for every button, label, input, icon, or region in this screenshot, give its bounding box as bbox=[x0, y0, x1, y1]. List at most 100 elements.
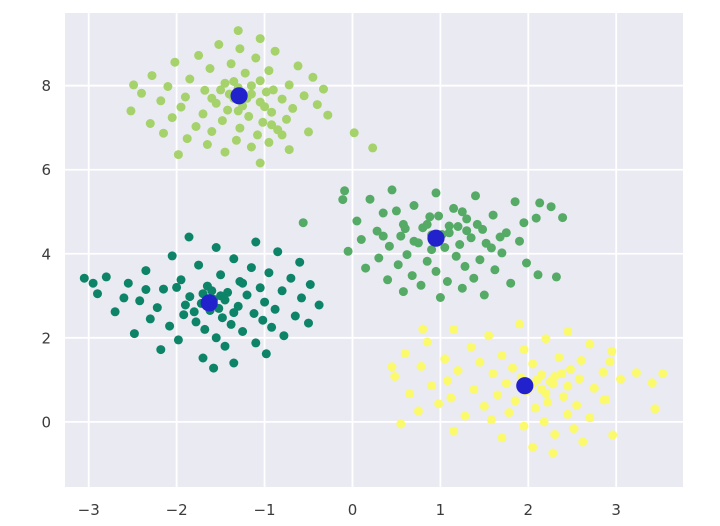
cluster-yellow-point bbox=[390, 372, 400, 381]
cluster-dark-teal-point bbox=[189, 307, 199, 317]
cluster-dark-teal-point bbox=[167, 251, 177, 261]
cluster-light-green-point bbox=[284, 145, 294, 155]
x-tick-label: −3 bbox=[78, 501, 100, 519]
cluster-light-green-point bbox=[147, 71, 157, 81]
cluster-light-green-point bbox=[258, 117, 268, 127]
cluster-dark-teal-point bbox=[198, 353, 208, 363]
cluster-medium-green-point bbox=[453, 222, 463, 231]
cluster-yellow-point bbox=[504, 408, 514, 418]
cluster-light-green-point bbox=[217, 116, 227, 126]
cluster-medium-green-point bbox=[497, 248, 507, 258]
y-tick-label: 8 bbox=[41, 77, 51, 95]
cluster-yellow-point bbox=[497, 351, 507, 360]
cluster-medium-green-point bbox=[374, 253, 384, 263]
cluster-light-green-point bbox=[299, 91, 309, 101]
cluster-medium-green-point bbox=[481, 238, 491, 248]
cluster-medium-green-point bbox=[510, 197, 520, 207]
cluster-medium-green-point bbox=[466, 233, 476, 243]
cluster-medium-green-point bbox=[431, 188, 441, 198]
cluster-medium-green-point bbox=[495, 232, 505, 242]
cluster-dark-teal-point bbox=[165, 321, 175, 331]
cluster-medium-green-point bbox=[551, 272, 561, 282]
cluster-dark-teal-point bbox=[258, 315, 268, 325]
cluster-light-green-point bbox=[284, 80, 294, 90]
cluster-yellow-point bbox=[446, 393, 456, 403]
cluster-medium-green-point bbox=[396, 231, 406, 241]
cluster-dark-teal-point bbox=[255, 283, 265, 293]
cluster-light-green-point bbox=[167, 113, 177, 123]
y-tick-label: 0 bbox=[41, 413, 51, 431]
cluster-yellow-point bbox=[475, 357, 485, 367]
cluster-dark-teal-point bbox=[145, 314, 155, 324]
cluster-dark-teal-point bbox=[267, 322, 277, 332]
cluster-light-green-point bbox=[277, 130, 287, 140]
cluster-yellow-point bbox=[416, 361, 426, 371]
cluster-medium-green-point bbox=[409, 201, 419, 210]
cluster-medium-green-point bbox=[535, 198, 545, 208]
cluster-yellow-point bbox=[578, 437, 588, 447]
cluster-medium-green-point bbox=[422, 256, 432, 266]
cluster-medium-green-point bbox=[338, 195, 348, 205]
cluster-yellow-point bbox=[497, 433, 507, 443]
cluster-medium-green-point bbox=[460, 261, 470, 271]
cluster-dark-teal-point bbox=[179, 310, 189, 320]
cluster-medium-green-point bbox=[425, 212, 435, 222]
cluster-light-green-point bbox=[137, 88, 146, 98]
cluster-dark-teal-point bbox=[119, 293, 129, 303]
cluster-medium-green-point bbox=[506, 278, 516, 288]
cluster-light-green-point bbox=[253, 130, 262, 140]
cluster-yellow-point bbox=[563, 381, 573, 391]
cluster-light-green-point bbox=[233, 26, 243, 36]
cluster-light-green-point bbox=[198, 109, 208, 119]
cluster-light-green-point bbox=[267, 107, 277, 117]
cluster-light-green-point bbox=[205, 64, 215, 73]
cluster-medium-green-point bbox=[488, 210, 498, 220]
cluster-medium-green-point bbox=[546, 202, 556, 212]
cluster-dark-teal-point bbox=[286, 273, 296, 283]
x-tick-label: −1 bbox=[253, 501, 275, 519]
cluster-light-green-point bbox=[180, 92, 190, 102]
cluster-medium-green-point bbox=[558, 213, 568, 223]
cluster-yellow-point bbox=[599, 395, 609, 405]
cluster-light-green-point bbox=[235, 44, 245, 54]
cluster-dark-teal-point bbox=[184, 232, 194, 242]
cluster-yellow-point bbox=[449, 426, 459, 436]
cluster-dark-teal-point bbox=[277, 286, 287, 296]
cluster-dark-teal-point bbox=[297, 293, 306, 303]
cluster-light-green-point bbox=[251, 53, 261, 63]
cluster-medium-green-point bbox=[391, 206, 401, 216]
cluster-light-green-point bbox=[267, 120, 277, 130]
cluster-yellow-point bbox=[418, 324, 428, 334]
cluster-dark-teal-point bbox=[176, 275, 186, 285]
cluster-light-green-point bbox=[246, 142, 256, 152]
cluster-light-green-point bbox=[214, 40, 224, 49]
cluster-medium-green-point bbox=[455, 240, 465, 249]
cluster-light-green-point bbox=[255, 158, 265, 168]
cluster-yellow-point bbox=[554, 352, 564, 362]
cluster-yellow-point bbox=[585, 413, 595, 423]
cluster-dark-teal-point bbox=[209, 363, 219, 373]
cluster-yellow-point bbox=[550, 430, 560, 439]
cluster-light-green-point bbox=[145, 119, 155, 128]
cluster-light-green-point bbox=[235, 123, 245, 133]
cluster-medium-green-point bbox=[356, 235, 366, 244]
cluster-light-green-point bbox=[244, 111, 254, 121]
cluster-light-green-point bbox=[202, 140, 212, 149]
cluster-light-green-point bbox=[220, 147, 230, 157]
cluster-yellow-point bbox=[460, 411, 470, 421]
x-tick-label: 1 bbox=[436, 501, 446, 519]
cluster-yellow-point bbox=[658, 369, 668, 378]
cluster-yellow-point bbox=[510, 396, 520, 406]
cluster-medium-green-point bbox=[383, 275, 393, 285]
cluster-yellow-point bbox=[396, 419, 406, 429]
cluster-dark-teal-point bbox=[279, 331, 289, 341]
cluster-yellow-point bbox=[422, 337, 432, 347]
cluster-dark-teal-point bbox=[238, 327, 248, 336]
cluster-light-green-point bbox=[323, 110, 333, 120]
cluster-light-green-point bbox=[255, 76, 265, 86]
x-tick-label: 3 bbox=[611, 501, 621, 519]
cluster-light-green-point bbox=[319, 84, 328, 94]
cluster-yellow-point bbox=[486, 415, 496, 425]
cluster-light-green-point bbox=[246, 81, 256, 91]
cluster-yellow-point bbox=[543, 397, 553, 407]
